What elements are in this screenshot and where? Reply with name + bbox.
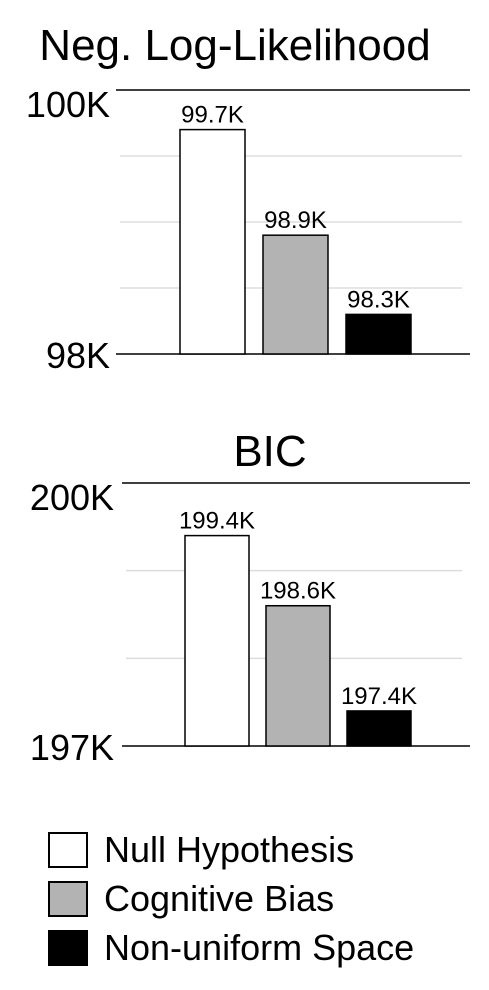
data-label-nll-0: 99.7K bbox=[181, 102, 244, 129]
y-tick-label-bic-min: 197K bbox=[30, 727, 114, 768]
legend-swatch-cognitive-bias bbox=[48, 881, 88, 917]
data-label-bic-2: 197.4K bbox=[341, 683, 417, 710]
legend-label-null-hypothesis: Null Hypothesis bbox=[104, 829, 355, 870]
y-tick-label-nll-max: 100K bbox=[26, 84, 110, 125]
bar-nll-1 bbox=[262, 234, 329, 355]
chart-title-nll: Neg. Log-Likelihood bbox=[39, 21, 430, 70]
legend: Null Hypothesis Cognitive Bias Non-unifo… bbox=[48, 826, 414, 973]
data-label-bic-0: 199.4K bbox=[179, 508, 255, 535]
legend-item-non-uniform-space: Non-uniform Space bbox=[48, 924, 414, 972]
bar-bic-0 bbox=[184, 534, 250, 747]
data-label-bic-1: 198.6K bbox=[260, 578, 336, 605]
legend-item-null-hypothesis: Null Hypothesis bbox=[48, 826, 414, 874]
bar-bic-2 bbox=[346, 710, 412, 747]
legend-label-cognitive-bias: Cognitive Bias bbox=[104, 878, 335, 919]
bar-bic-1 bbox=[265, 604, 331, 747]
bar-nll-0 bbox=[179, 128, 246, 355]
y-tick-label-bic-max: 200K bbox=[30, 477, 114, 518]
bar-nll-2 bbox=[345, 313, 412, 355]
data-label-nll-1: 98.9K bbox=[264, 207, 327, 234]
y-tick-label-nll-min: 98K bbox=[46, 335, 110, 376]
legend-swatch-non-uniform-space bbox=[48, 930, 88, 966]
legend-item-cognitive-bias: Cognitive Bias bbox=[48, 875, 414, 923]
data-label-nll-2: 98.3K bbox=[347, 286, 410, 313]
legend-swatch-null-hypothesis bbox=[48, 832, 88, 868]
charts-canvas: Neg. Log-Likelihood 100K 98K 99.7K 98.9K 98.3… bbox=[26, 21, 470, 768]
legend-label-non-uniform-space: Non-uniform Space bbox=[104, 927, 415, 968]
chart-title-bic: BIC bbox=[233, 427, 306, 476]
